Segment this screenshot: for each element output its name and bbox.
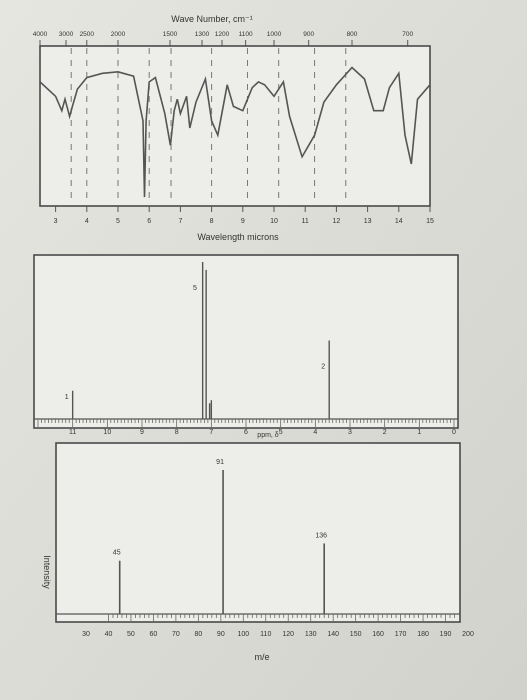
ms-bar-label-2: 136: [315, 532, 327, 539]
ir-top-tick-label-6: 1200: [215, 31, 230, 38]
ir-bottom-tick-label-10: 13: [364, 218, 372, 225]
ir-top-tick-label-11: 700: [402, 31, 413, 38]
ms-x-tick-label-2: 50: [127, 631, 135, 638]
ir-bottom-tick-label-3: 6: [147, 218, 151, 225]
ir-x-axis-label: Wavelength microns: [197, 232, 279, 242]
nmr-x-axis-label: ppm, δ: [257, 432, 279, 439]
ms-x-tick-label-9: 120: [282, 631, 294, 638]
nmr-tick-label-2: 9: [140, 429, 144, 436]
ms-x-tick-label-3: 60: [150, 631, 158, 638]
ir-top-tick-label-9: 900: [303, 31, 314, 38]
nmr-integration-label-2: 2: [321, 364, 325, 371]
ms-x-tick-label-13: 160: [372, 631, 384, 638]
ms-minor-ticks: [108, 614, 455, 621]
nmr-integration-label-1: 5: [193, 285, 197, 292]
ir-top-axis-label: Wave Number, cm⁻¹: [171, 14, 252, 24]
nmr-tick-label-1: 10: [103, 429, 111, 436]
ms-x-tick-label-14: 170: [395, 631, 407, 638]
ms-x-axis-label: m/e: [254, 652, 269, 662]
nmr-peaks: [71, 262, 330, 419]
ir-bottom-tick-label-9: 12: [333, 218, 341, 225]
ir-top-tick-label-8: 1000: [267, 31, 282, 38]
nmr-tick-label-6: 5: [279, 429, 283, 436]
nmr-minor-ticks: [37, 419, 455, 427]
nmr-tick-label-10: 1: [417, 429, 421, 436]
ir-top-tick-label-1: 3000: [59, 31, 74, 38]
nmr-tick-label-8: 3: [348, 429, 352, 436]
ms-x-tick-label-6: 90: [217, 631, 225, 638]
ir-bottom-tick-label-5: 8: [210, 218, 214, 225]
ir-bottom-tick-label-11: 14: [395, 218, 403, 225]
ms-x-tick-label-16: 190: [440, 631, 452, 638]
ir-bottom-tick-label-8: 11: [302, 218, 309, 225]
nmr-tick-label-0: 11: [69, 429, 76, 436]
ms-x-tick-label-7: 100: [237, 631, 249, 638]
ir-bottom-tick-labels: 3 4 5 6 7 8 9 10 11 12 13 14 15: [54, 206, 434, 225]
ms-x-tick-label-11: 140: [327, 631, 339, 638]
ms-x-tick-label-1: 40: [105, 631, 113, 638]
nmr-tick-label-4: 7: [209, 429, 213, 436]
nmr-tick-label-7: 4: [313, 429, 317, 436]
ms-x-tick-label-0: 30: [82, 631, 90, 638]
ms-bars: [118, 470, 325, 614]
ir-top-tick-label-3: 2000: [111, 31, 126, 38]
nmr-tick-labels: 11 10 9 8 7 6 5 4 3 2 1 0: [69, 429, 456, 436]
ms-bar-label-1: 91: [216, 459, 224, 466]
ms-x-tick-labels: 30 40 50 60 70 80 90 100 110 120 130 140 150 160 170 18…: [82, 631, 474, 638]
ir-spectrum: Wave Number, cm⁻¹ 4000 3000 2500 2000 1500 13…: [33, 14, 434, 242]
ir-bottom-tick-label-1: 4: [85, 218, 89, 225]
ir-top-tick-label-7: 1100: [239, 31, 253, 38]
nmr-plot-frame: [33, 254, 459, 429]
ir-bottom-tick-label-7: 10: [270, 218, 278, 225]
ir-bottom-tick-label-0: 3: [54, 218, 58, 225]
nmr-tick-label-3: 8: [175, 429, 179, 436]
ir-vertical-guides: [70, 48, 347, 204]
ir-bottom-tick-label-12: 15: [426, 218, 434, 225]
ms-plot-frame: [55, 442, 461, 623]
ms-x-tick-label-4: 70: [172, 631, 180, 638]
ir-top-tick-label-10: 800: [347, 31, 358, 38]
ms-x-tick-label-5: 80: [194, 631, 202, 638]
ms-x-tick-label-12: 150: [350, 631, 362, 638]
mass-spectrum: 45 91 136 30 40 50 60 70 80 90 100 110 120 130 140 150…: [42, 442, 474, 662]
ms-x-tick-label-17: 200: [462, 631, 474, 638]
ms-bar-labels: 45 91 136: [113, 459, 327, 557]
nmr-tick-label-9: 2: [383, 429, 387, 436]
nmr-integration-label-0: 1: [65, 394, 69, 401]
nmr-tick-label-5: 6: [244, 429, 248, 436]
ir-bottom-tick-label-4: 7: [178, 218, 182, 225]
ir-top-tick-label-2: 2500: [80, 31, 95, 38]
nmr-integration-labels: 1 5 2: [65, 285, 326, 401]
ir-bottom-tick-label-6: 9: [241, 218, 245, 225]
ir-top-tick-label-4: 1500: [163, 31, 178, 38]
ms-x-tick-label-15: 180: [417, 631, 429, 638]
nmr-tick-label-11: 0: [452, 429, 456, 436]
nmr-spectrum: 152 11 10 9 8 7 6 5 4 3 2 1 0 ppm, δ: [33, 254, 459, 439]
ms-bar-label-0: 45: [113, 550, 121, 557]
ir-top-tick-label-0: 4000: [33, 31, 48, 38]
ir-top-tick-labels: 4000 3000 2500 2000 1500 1300 1200 1100 1000 900 8…: [33, 31, 414, 46]
ms-y-axis-label: Intensity: [42, 555, 52, 589]
ir-top-tick-label-5: 1300: [195, 31, 210, 38]
ir-plot-frame: [39, 45, 431, 207]
ms-x-tick-label-10: 130: [305, 631, 317, 638]
ir-bottom-tick-label-2: 5: [116, 218, 120, 225]
ms-x-tick-label-8: 110: [260, 631, 271, 638]
ir-absorbance-curve: [39, 66, 431, 198]
